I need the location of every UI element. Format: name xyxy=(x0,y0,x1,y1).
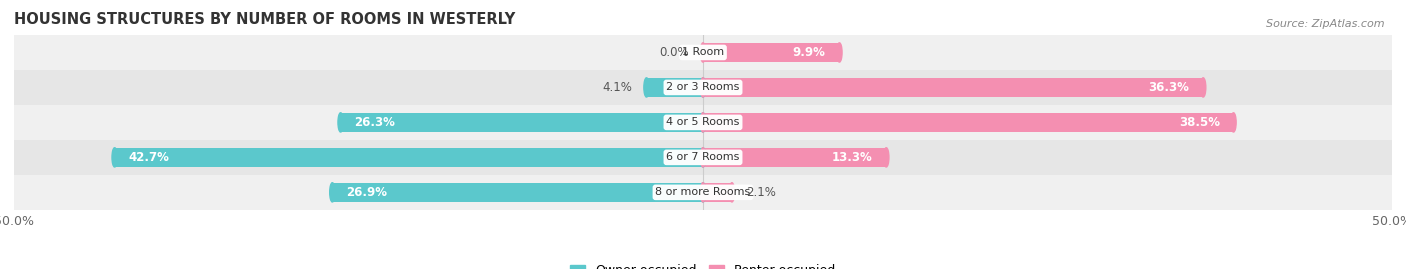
Bar xyxy=(703,43,839,62)
Text: 26.9%: 26.9% xyxy=(346,186,387,199)
Ellipse shape xyxy=(112,148,117,167)
Bar xyxy=(340,113,703,132)
Bar xyxy=(14,35,1392,70)
Text: 8 or more Rooms: 8 or more Rooms xyxy=(655,187,751,197)
Bar xyxy=(703,113,1233,132)
Text: 2.1%: 2.1% xyxy=(745,186,776,199)
Ellipse shape xyxy=(837,43,842,62)
Bar xyxy=(647,78,703,97)
Legend: Owner-occupied, Renter-occupied: Owner-occupied, Renter-occupied xyxy=(569,264,837,269)
Text: 4.1%: 4.1% xyxy=(603,81,633,94)
Text: HOUSING STRUCTURES BY NUMBER OF ROOMS IN WESTERLY: HOUSING STRUCTURES BY NUMBER OF ROOMS IN… xyxy=(14,12,516,27)
Bar xyxy=(14,105,1392,140)
Text: 6 or 7 Rooms: 6 or 7 Rooms xyxy=(666,152,740,162)
Bar xyxy=(703,183,733,202)
Bar xyxy=(332,183,703,202)
Text: 4 or 5 Rooms: 4 or 5 Rooms xyxy=(666,117,740,128)
Ellipse shape xyxy=(700,43,706,62)
Text: 9.9%: 9.9% xyxy=(793,46,825,59)
Ellipse shape xyxy=(700,148,706,167)
Ellipse shape xyxy=(700,148,706,167)
Text: 13.3%: 13.3% xyxy=(832,151,873,164)
Ellipse shape xyxy=(730,183,734,202)
Text: 0.0%: 0.0% xyxy=(659,46,689,59)
Text: 38.5%: 38.5% xyxy=(1178,116,1219,129)
Text: 42.7%: 42.7% xyxy=(128,151,169,164)
Ellipse shape xyxy=(644,78,650,97)
Ellipse shape xyxy=(700,113,706,132)
Text: Source: ZipAtlas.com: Source: ZipAtlas.com xyxy=(1267,19,1385,29)
Bar xyxy=(14,175,1392,210)
Ellipse shape xyxy=(1230,113,1236,132)
Text: 1 Room: 1 Room xyxy=(682,47,724,58)
Ellipse shape xyxy=(1201,78,1206,97)
Text: 2 or 3 Rooms: 2 or 3 Rooms xyxy=(666,82,740,93)
Ellipse shape xyxy=(700,183,706,202)
Ellipse shape xyxy=(700,78,706,97)
Ellipse shape xyxy=(700,78,706,97)
Bar xyxy=(14,140,1392,175)
Bar xyxy=(115,148,703,167)
Bar xyxy=(703,78,1204,97)
Bar xyxy=(703,148,886,167)
Ellipse shape xyxy=(337,113,343,132)
Text: 36.3%: 36.3% xyxy=(1149,81,1189,94)
Bar xyxy=(14,70,1392,105)
Ellipse shape xyxy=(700,183,706,202)
Text: 26.3%: 26.3% xyxy=(354,116,395,129)
Ellipse shape xyxy=(700,113,706,132)
Ellipse shape xyxy=(883,148,889,167)
Ellipse shape xyxy=(329,183,335,202)
